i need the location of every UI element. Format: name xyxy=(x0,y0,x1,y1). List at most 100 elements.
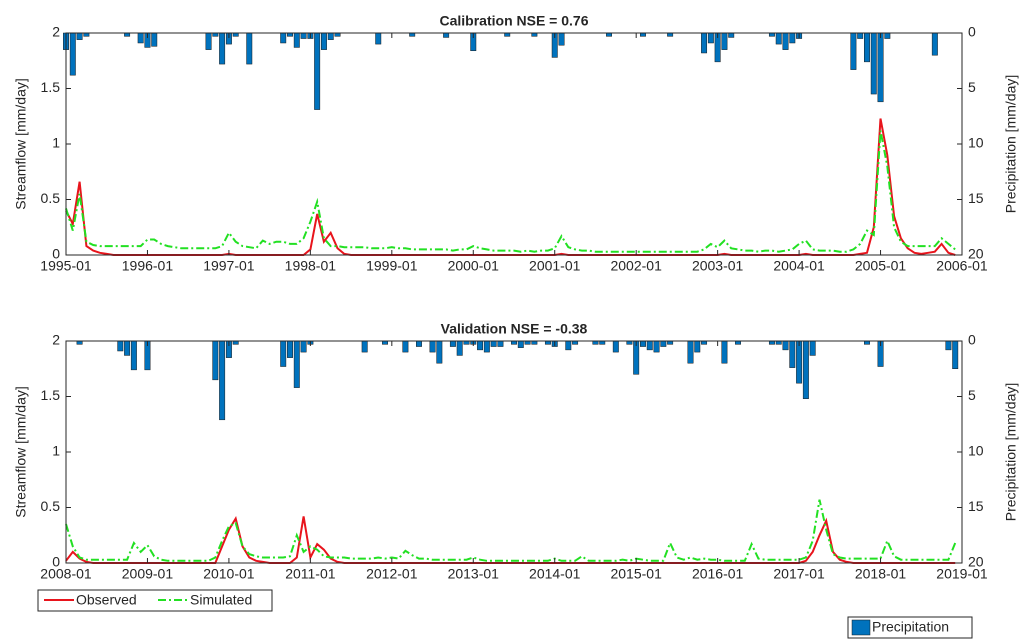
precip-bar xyxy=(565,340,572,351)
y2-tick-label: 10 xyxy=(968,443,984,459)
y2-tick-label: 0 xyxy=(968,332,976,348)
precip-bar xyxy=(707,32,714,44)
precip-bar xyxy=(436,340,443,364)
precip-bar xyxy=(796,340,803,384)
precip-bar xyxy=(416,340,422,347)
precip-bar xyxy=(701,32,708,54)
x-tick-label: 2001-01 xyxy=(529,258,581,274)
precip-bar xyxy=(952,340,959,369)
x-tick-label: 2006-01 xyxy=(936,258,988,274)
precip-bar xyxy=(130,340,137,371)
precip-bar xyxy=(117,340,124,352)
x-tick-label: 1997-01 xyxy=(203,258,255,274)
precip-bar xyxy=(456,340,463,356)
plot-area xyxy=(66,33,962,255)
precip-bar xyxy=(864,32,870,63)
chart-title: Calibration NSE = 0.76 xyxy=(440,13,589,29)
y-axis-label: Streamflow [mm/day] xyxy=(13,78,29,209)
precip-bar xyxy=(477,340,484,351)
precip-bar xyxy=(809,340,816,356)
x-tick-label: 2000-01 xyxy=(448,258,500,274)
legend-box xyxy=(37,589,273,612)
precip-bar xyxy=(931,32,938,56)
precip-bar xyxy=(782,32,789,50)
y2-tick-label: 5 xyxy=(968,79,976,95)
precip-bar xyxy=(246,32,253,65)
x-tick-label: 2019-01 xyxy=(936,566,988,582)
precip-bar xyxy=(490,340,497,347)
x-tick-label: 2002-01 xyxy=(610,258,662,274)
y-tick-label: 0 xyxy=(52,554,60,570)
precip-bar xyxy=(660,340,667,347)
precip-bar xyxy=(857,32,864,39)
y2-axis-label: Precipitation [mm/day] xyxy=(1003,75,1019,214)
precip-bar xyxy=(375,32,382,45)
y2-tick-label: 20 xyxy=(968,554,984,570)
precip-bar xyxy=(612,340,619,353)
y-axis-label: Streamflow [mm/day] xyxy=(13,386,29,517)
precip-bar xyxy=(789,340,796,368)
chart-title: Validation NSE = -0.38 xyxy=(441,321,588,337)
precip-bar xyxy=(483,340,490,353)
precip-bar xyxy=(219,32,226,65)
precip-bar xyxy=(402,340,409,353)
precip-bar xyxy=(280,32,287,44)
y-tick-label: 0.5 xyxy=(41,498,61,514)
precip-bar xyxy=(124,340,131,356)
precip-bar xyxy=(287,340,293,358)
legend-box xyxy=(847,616,973,639)
precip-bar xyxy=(205,32,212,50)
x-tick-label: 2008-01 xyxy=(40,566,92,582)
precip-bar xyxy=(293,340,300,388)
precip-bar xyxy=(320,32,327,50)
y2-tick-label: 15 xyxy=(968,190,984,206)
x-tick-label: 2004-01 xyxy=(773,258,825,274)
x-tick-label: 2017-01 xyxy=(773,566,825,582)
precip-bar xyxy=(687,340,694,364)
precip-bar xyxy=(361,340,368,353)
y-tick-label: 1 xyxy=(52,135,60,151)
precip-bar xyxy=(782,340,789,351)
y-tick-label: 0.5 xyxy=(41,190,61,206)
precip-bar xyxy=(721,340,728,364)
series-line xyxy=(65,130,956,253)
x-tick-label: 2013-01 xyxy=(448,566,500,582)
precip-bar xyxy=(517,340,524,348)
y2-tick-label: 5 xyxy=(968,387,976,403)
precip-bar xyxy=(877,32,884,103)
precip-bar xyxy=(300,32,307,39)
precip-bar xyxy=(728,32,735,38)
y-tick-label: 1.5 xyxy=(41,79,61,95)
precip-bar xyxy=(69,32,76,76)
x-tick-label: 2005-01 xyxy=(855,258,907,274)
precip-bar xyxy=(646,340,653,351)
precip-bar xyxy=(945,340,952,351)
y-tick-label: 1 xyxy=(52,443,60,459)
precip-bar xyxy=(212,340,219,381)
precip-bar xyxy=(653,340,660,353)
precip-bar xyxy=(280,340,287,367)
precip-bar xyxy=(640,340,646,347)
legend-swatch xyxy=(851,619,871,636)
precip-bar xyxy=(884,32,891,39)
y-tick-label: 1.5 xyxy=(41,387,61,403)
precip-bar xyxy=(76,32,83,40)
legend-label: Precipitation xyxy=(872,619,949,635)
y2-tick-label: 15 xyxy=(968,498,984,514)
precip-bar xyxy=(429,340,436,353)
legend-label: Simulated xyxy=(190,592,252,608)
x-tick-label: 2014-01 xyxy=(529,566,581,582)
precip-bar xyxy=(558,32,565,46)
series-line xyxy=(65,499,957,562)
precip-bar xyxy=(314,32,321,110)
precip-bar xyxy=(327,32,334,40)
precip-bar xyxy=(789,32,796,44)
y2-tick-label: 20 xyxy=(968,246,984,262)
precip-bar xyxy=(802,340,809,399)
x-tick-label: 2009-01 xyxy=(122,566,174,582)
legend-label: Observed xyxy=(76,592,137,608)
precip-bar xyxy=(721,32,728,50)
x-tick-label: 1996-01 xyxy=(122,258,174,274)
